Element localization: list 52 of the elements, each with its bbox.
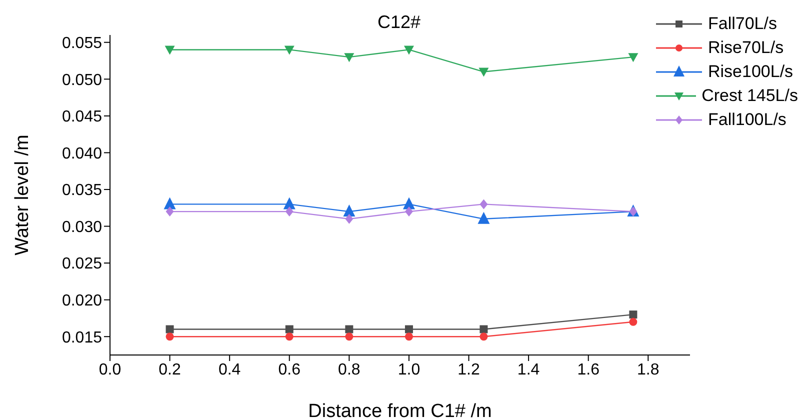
point [480,325,488,334]
point [404,332,413,341]
y-axis-title: Water level /m [12,134,33,256]
legend-label: Fall70L/s [708,14,777,34]
point [343,204,356,217]
point [166,206,174,217]
y-tick-label: 0.030 [62,218,102,236]
point [480,199,488,210]
point [285,325,294,334]
point [345,325,354,334]
chart-title: C12# [377,12,421,32]
point [629,318,638,326]
point [345,332,354,341]
y-tick-label: 0.050 [62,72,102,89]
point [480,332,488,341]
x-tick-label: 1.6 [577,361,600,378]
point [478,212,490,224]
y-tick-label: 0.055 [62,35,102,52]
point [478,68,489,77]
x-tick-label: 0.6 [278,361,301,378]
point [629,310,638,319]
x-tick-label: 1.2 [458,361,480,378]
y-tick-label: 0.025 [62,256,102,273]
x-tick-label: 1.4 [517,361,540,378]
y-tick-label: 0.020 [62,292,102,310]
point [628,53,638,62]
point [404,46,414,55]
legend-label: Rise70L/s [708,38,784,58]
x-tick-label: 0.4 [218,361,241,378]
point [284,46,294,55]
x-tick-label: 0.2 [158,361,182,378]
point [344,53,354,62]
y-tick-label: 0.045 [62,108,102,126]
legend-label: Rise100L/s [708,62,794,82]
x-axis-title: Distance from C1# /m [308,401,492,419]
point [166,332,174,341]
point [345,214,354,224]
x-tick-label: 1.8 [637,361,660,378]
y-tick-label: 0.015 [62,329,102,346]
legend-label: Fall100L/s [708,110,786,130]
point [285,206,294,217]
point [404,206,413,217]
point [166,325,174,334]
point [164,46,175,55]
y-tick-label: 0.040 [62,145,102,162]
point [404,325,413,334]
legend-label: Crest 145L/s [702,86,798,106]
x-tick-label: 0.0 [98,361,122,378]
point [285,332,294,341]
x-tick-label: 1.0 [398,361,420,378]
x-tick-label: 0.8 [338,361,360,378]
y-tick-label: 0.035 [62,182,102,200]
